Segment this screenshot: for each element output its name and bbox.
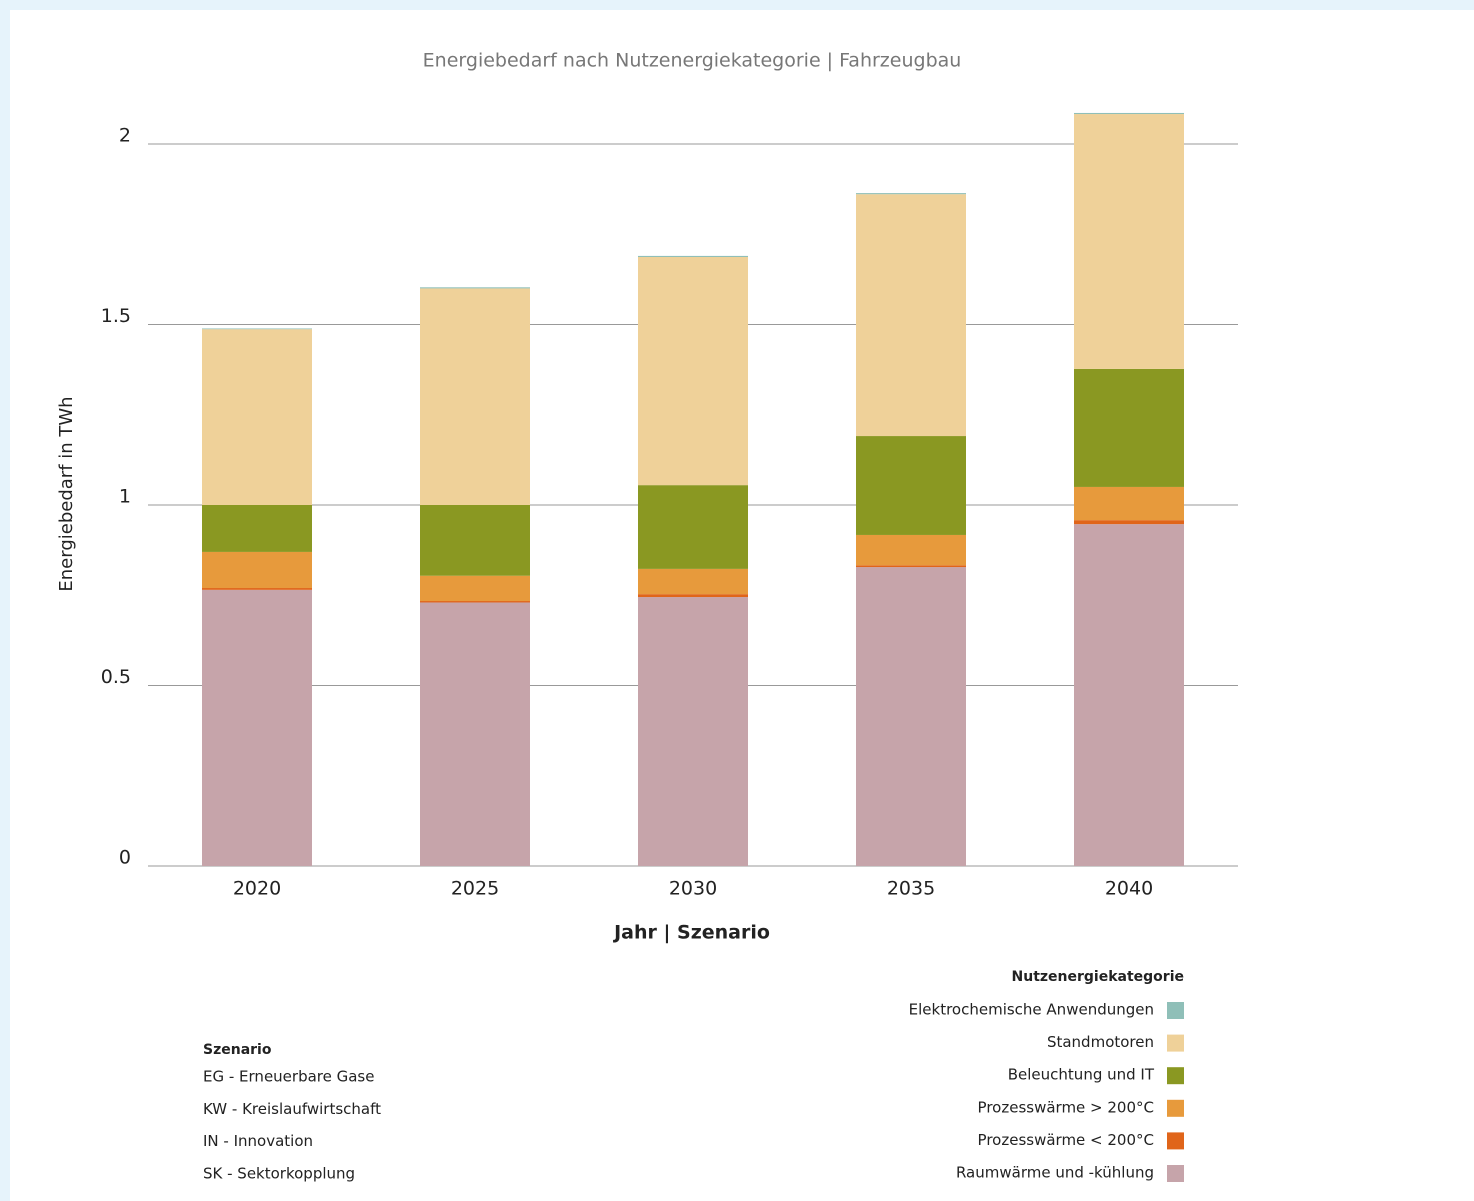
x-tick-label: 2020 bbox=[233, 878, 281, 900]
bar-segment bbox=[638, 255, 748, 257]
y-axis-label: Energiebedarf in TWh bbox=[56, 396, 77, 591]
bar-segment bbox=[202, 505, 312, 552]
bar-segment bbox=[1074, 486, 1184, 521]
x-tick-label: 2040 bbox=[1105, 878, 1153, 900]
y-tick-label: 0.5 bbox=[101, 666, 131, 688]
bar-segment bbox=[420, 601, 530, 603]
legend-label: Standmotoren bbox=[1047, 1033, 1154, 1051]
bar-segment bbox=[638, 594, 748, 598]
chart-title: Energiebedarf nach Nutzenergiekategorie … bbox=[423, 50, 962, 72]
bar-segment bbox=[856, 567, 966, 866]
scenario-item: SK - Sektorkopplung bbox=[203, 1164, 355, 1182]
bar-segment bbox=[638, 597, 748, 866]
y-tick-label: 0 bbox=[119, 847, 131, 869]
legend-label: Prozesswärme < 200°C bbox=[978, 1131, 1154, 1149]
scenario-title: Szenario bbox=[203, 1042, 272, 1058]
legend-label: Beleuchtung und IT bbox=[1008, 1066, 1155, 1084]
x-tick-label: 2025 bbox=[451, 878, 499, 900]
scenario-item: KW - Kreislaufwirtschaft bbox=[203, 1100, 381, 1118]
bar-segment bbox=[856, 436, 966, 535]
legend-swatch bbox=[1167, 1132, 1184, 1150]
bar-segment bbox=[856, 193, 966, 195]
legend-label: Elektrochemische Anwendungen bbox=[909, 1001, 1154, 1019]
bar-segment bbox=[420, 575, 530, 602]
bar-segment bbox=[420, 288, 530, 505]
bar-segment bbox=[1074, 524, 1184, 866]
legend-swatch bbox=[1167, 1099, 1184, 1117]
bar-segment bbox=[1074, 114, 1184, 369]
bar-segment bbox=[420, 602, 530, 866]
bar-segment bbox=[420, 287, 530, 289]
bar-segment bbox=[202, 329, 312, 505]
x-tick-label: 2035 bbox=[887, 878, 935, 900]
scenario-item: IN - Innovation bbox=[203, 1132, 313, 1150]
bar-segment bbox=[638, 485, 748, 569]
bar-segment bbox=[856, 534, 966, 566]
y-tick-label: 1 bbox=[119, 486, 131, 508]
bar-segment bbox=[202, 589, 312, 866]
x-axis-label: Jahr | Szenario bbox=[612, 922, 770, 944]
legend-label: Raumwärme und -kühlung bbox=[956, 1164, 1154, 1182]
bar-segment bbox=[856, 565, 966, 568]
legend-swatch bbox=[1167, 1034, 1184, 1052]
legend-swatch bbox=[1167, 1067, 1184, 1085]
legend-label: Prozesswärme > 200°C bbox=[978, 1098, 1154, 1116]
y-tick-label: 1.5 bbox=[101, 305, 131, 327]
bar-segment bbox=[202, 588, 312, 590]
bar-segment bbox=[638, 256, 748, 486]
scenario-item: EG - Erneuerbare Gase bbox=[203, 1068, 374, 1086]
bar-segment bbox=[202, 328, 312, 330]
x-tick-label: 2030 bbox=[669, 878, 717, 900]
bar-segment bbox=[638, 568, 748, 595]
bar-segment bbox=[1074, 112, 1184, 115]
bar-segment bbox=[856, 194, 966, 437]
legend-swatch bbox=[1167, 1002, 1184, 1019]
legend-swatch bbox=[1167, 1165, 1184, 1182]
bar-segment bbox=[420, 505, 530, 576]
bar-segment bbox=[1074, 368, 1184, 487]
bar-segment bbox=[1074, 520, 1184, 525]
bar-segment bbox=[202, 551, 312, 589]
y-tick-label: 2 bbox=[119, 125, 131, 147]
legend-title: Nutzenergiekategorie bbox=[1012, 969, 1184, 985]
